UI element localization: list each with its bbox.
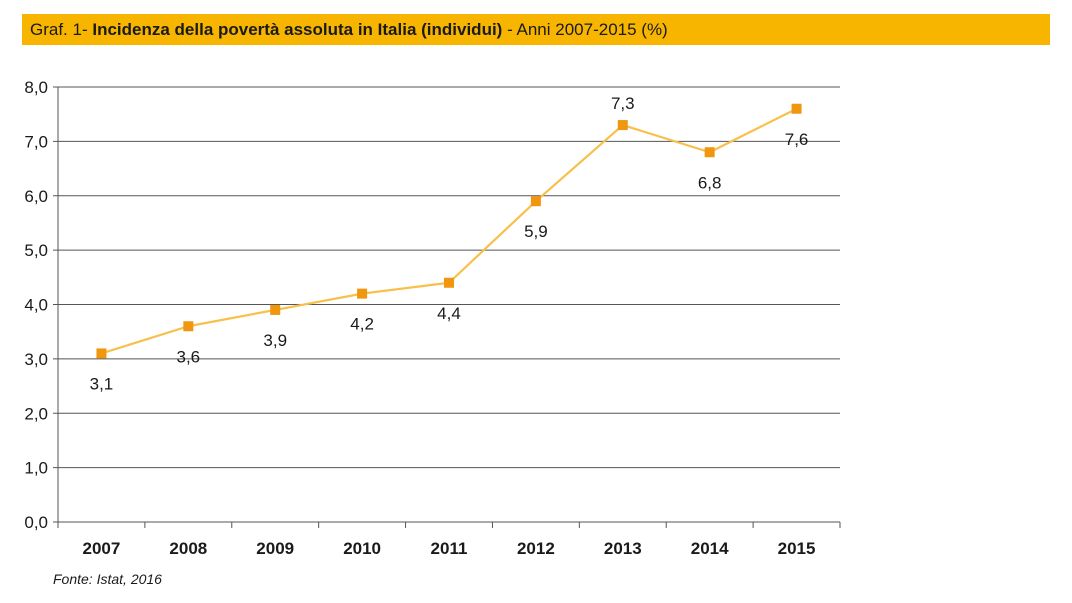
y-tick-label: 7,0 (24, 132, 48, 151)
chart-title-main: Incidenza della povertà assoluta in Ital… (92, 20, 503, 39)
x-tick-label: 2010 (343, 539, 381, 558)
data-labels: 3,1 3,6 3,9 4,2 4,4 5,9 7,3 6,8 7,6 (90, 94, 809, 393)
x-tick-labels: 2007 2008 2009 2010 2011 2012 2013 2014 2015 (83, 539, 816, 558)
x-tick-label: 2012 (517, 539, 555, 558)
y-tick-label: 1,0 (24, 459, 48, 478)
y-tick-label: 8,0 (24, 78, 48, 97)
data-label: 7,3 (611, 94, 635, 113)
y-tick-labels: 0,0 1,0 2,0 3,0 4,0 5,0 6,0 7,0 8,0 (24, 78, 48, 532)
chart-title-prefix: Graf. 1- (30, 20, 93, 39)
data-label: 4,4 (437, 304, 461, 323)
data-point (791, 103, 802, 114)
y-tick-label: 0,0 (24, 513, 48, 532)
chart-title-suffix: - Anni 2007-2015 (%) (502, 20, 668, 39)
data-point (704, 147, 715, 158)
data-label: 7,6 (785, 130, 809, 149)
data-label: 4,2 (350, 315, 374, 334)
axes (53, 86, 841, 528)
data-point (270, 304, 281, 315)
y-tick-label: 5,0 (24, 241, 48, 260)
data-label: 3,9 (263, 331, 287, 350)
x-tick-label: 2008 (169, 539, 207, 558)
y-tick-label: 4,0 (24, 296, 48, 315)
x-tick-label: 2015 (778, 539, 816, 558)
x-tick-label: 2011 (431, 539, 468, 558)
data-point (96, 348, 107, 359)
data-point (183, 321, 194, 332)
y-tick-label: 2,0 (24, 404, 48, 423)
chart-title: Graf. 1- Incidenza della povertà assolut… (22, 14, 1050, 45)
data-label: 3,6 (177, 347, 201, 366)
x-tick-label: 2013 (604, 539, 642, 558)
grid-lines (58, 86, 840, 469)
series-markers (96, 103, 802, 359)
y-tick-label: 6,0 (24, 187, 48, 206)
data-point (444, 277, 454, 288)
y-tick-label: 3,0 (24, 350, 48, 369)
data-point (617, 120, 628, 131)
data-point (357, 288, 368, 299)
source-note: Fonte: Istat, 2016 (53, 571, 162, 587)
data-point (530, 196, 541, 207)
x-tick-label: 2014 (691, 539, 729, 558)
x-tick-label: 2007 (83, 539, 121, 558)
x-tick-label: 2009 (256, 539, 294, 558)
data-label: 5,9 (524, 222, 548, 241)
data-label: 3,1 (90, 374, 114, 393)
data-label: 6,8 (698, 173, 722, 192)
